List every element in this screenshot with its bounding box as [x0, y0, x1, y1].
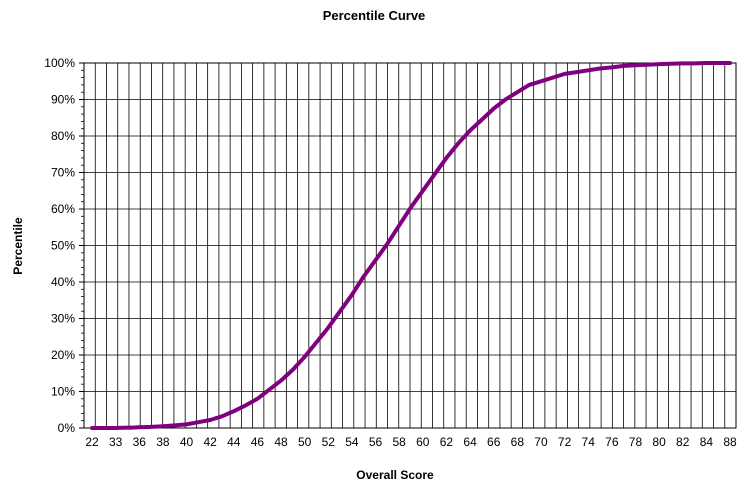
x-tick-label: 58: [393, 435, 407, 449]
y-tick-label: 90%: [51, 93, 75, 107]
x-tick-label: 38: [156, 435, 170, 449]
x-tick-label: 54: [345, 435, 359, 449]
percentile-series-line: [90, 61, 732, 430]
y-tick-label: 0%: [58, 421, 76, 435]
x-tick-label: 70: [534, 435, 548, 449]
x-tick-label: 52: [322, 435, 336, 449]
x-tick-label: 80: [652, 435, 666, 449]
x-tick-label: 46: [251, 435, 265, 449]
y-tick-label: 20%: [51, 348, 75, 362]
y-tick-label: 10%: [51, 385, 75, 399]
x-tick-label: 40: [180, 435, 194, 449]
y-tick-label: 30%: [51, 312, 75, 326]
y-tick-label: 100%: [44, 56, 75, 70]
x-tick-label: 56: [369, 435, 383, 449]
x-tick-label: 82: [676, 435, 690, 449]
x-tick-label: 74: [582, 435, 596, 449]
x-axis-ticks: 22 33 36 38 40 42 44 46 48 50 52 54 56 58 60 62 64 66 68 70…: [85, 435, 737, 449]
x-tick-label: 36: [133, 435, 147, 449]
x-tick-label: 68: [511, 435, 525, 449]
y-axis-ticks: 0% 10% 20% 30% 40% 50% 60% 70% 80% 90% 100%: [44, 56, 84, 435]
y-tick-label: 50%: [51, 239, 75, 253]
x-tick-label: 42: [203, 435, 217, 449]
x-tick-label: 44: [227, 435, 241, 449]
y-tick-label: 40%: [51, 275, 75, 289]
series-layer: [90, 61, 732, 430]
x-axis-title: Overall Score: [356, 468, 434, 482]
x-tick-label: 62: [440, 435, 454, 449]
x-tick-label: 76: [605, 435, 619, 449]
y-tick-label: 80%: [51, 129, 75, 143]
x-tick-label: 66: [487, 435, 501, 449]
y-axis-title: Percentile: [11, 217, 25, 275]
y-tick-label: 70%: [51, 166, 75, 180]
x-tick-label: 50: [298, 435, 312, 449]
grid: [83, 62, 737, 429]
x-tick-label: 84: [700, 435, 714, 449]
y-tick-label: 60%: [51, 202, 75, 216]
x-tick-label: 78: [629, 435, 643, 449]
x-tick-label: 48: [274, 435, 288, 449]
chart-title: Percentile Curve: [323, 8, 426, 23]
x-tick-label: 22: [85, 435, 99, 449]
x-tick-label: 64: [463, 435, 477, 449]
x-tick-label: 72: [558, 435, 572, 449]
x-tick-label: 60: [416, 435, 430, 449]
x-tick-label: 33: [109, 435, 123, 449]
x-tick-label: 88: [723, 435, 737, 449]
